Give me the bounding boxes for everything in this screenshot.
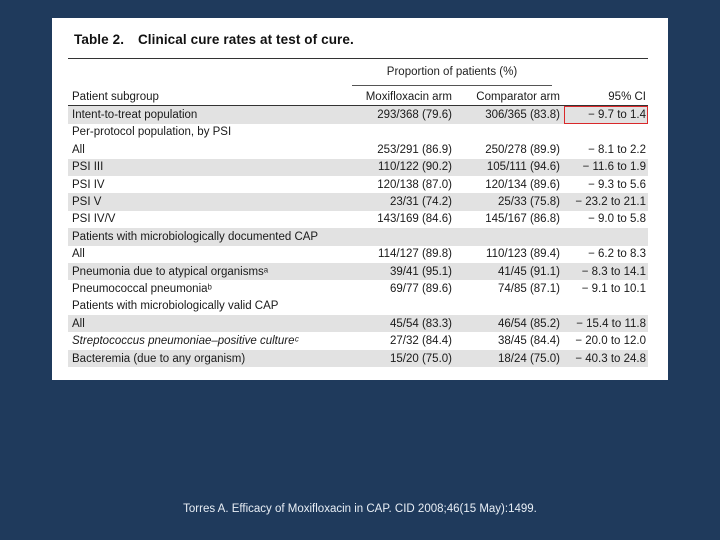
table-row: Intent-to-treat population 293/368 (79.6)… [68, 105, 648, 124]
cell-moxifloxacin: 27/32 (84.4) [389, 335, 452, 348]
cell-subgroup: PSI IV/V [72, 213, 116, 226]
cell-subgroup: All [72, 143, 85, 156]
cell-ci: − 8.1 to 2.2 [588, 143, 646, 156]
cell-ci: − 9.7 to 1.4 [564, 105, 648, 124]
table-title-text: Clinical cure rates at test of cure. [137, 32, 354, 47]
cell-ci: − 6.2 to 8.3 [588, 248, 646, 261]
cell-comparator: 120/134 (89.6) [485, 178, 560, 191]
table-title: Table 2. Clinical cure rates at test of … [74, 32, 354, 47]
cell-comparator [456, 298, 564, 315]
cell-subgroup: Pneumonia due to atypical organismsᵃ [68, 262, 348, 281]
table-row: Streptococcus pneumoniae–positive cultur… [68, 332, 648, 349]
cell-moxifloxacin: 23/31 (74.2) [348, 193, 456, 211]
cell-moxifloxacin: 15/20 (75.0) [348, 349, 456, 368]
cell-subgroup: PSI III [68, 158, 348, 176]
col-header-moxifloxacin: Moxifloxacin arm [348, 88, 456, 107]
table-row: Pneumococcal pneumoniaᵇ 69/77 (89.6) 74/85… [68, 280, 648, 297]
cell-moxifloxacin: 69/77 (89.6) [389, 282, 452, 295]
cell-comparator: 74/85 (87.1) [497, 282, 560, 295]
cell-ci [564, 298, 648, 315]
cell-comparator: 46/54 (85.2) [456, 315, 564, 333]
cell-moxifloxacin: 143/169 (84.6) [377, 213, 452, 226]
cell-moxifloxacin: 293/368 (79.6) [348, 105, 456, 124]
cell-ci [564, 124, 648, 141]
cell-moxifloxacin: 45/54 (83.3) [348, 315, 456, 333]
cell-ci: − 9.0 to 5.8 [588, 213, 646, 226]
cell-ci: − 11.6 to 1.9 [564, 158, 648, 176]
proportion-header: Proportion of patients (%) [386, 66, 518, 78]
cell-subgroup: Intent-to-treat population [68, 105, 348, 124]
cell-comparator: 105/111 (94.6) [456, 158, 564, 176]
col-header-ci: 95% CI [564, 88, 648, 107]
col-header-comparator: Comparator arm [456, 88, 564, 107]
cell-comparator: 250/278 (89.9) [485, 143, 560, 156]
table-row: PSI V 23/31 (74.2) 25/33 (75.8) − 23.2 to 2… [68, 193, 648, 211]
cell-ci: − 15.4 to 11.8 [564, 315, 648, 333]
cell-ci: − 9.3 to 5.6 [588, 178, 646, 191]
cell-ci: − 20.0 to 12.0 [575, 335, 646, 348]
cell-ci: − 40.3 to 24.8 [564, 349, 648, 368]
table-row: Pneumonia due to atypical organismsᵃ 39/4… [68, 262, 648, 281]
cell-subgroup: Per-protocol population, by PSI [72, 126, 232, 139]
cell-comparator: 110/123 (89.4) [486, 248, 560, 261]
cell-comparator: 18/24 (75.0) [456, 349, 564, 368]
cell-comparator: 306/365 (83.8) [456, 105, 564, 124]
table-row: All 45/54 (83.3) 46/54 (85.2) − 15.4 to 11.… [68, 315, 648, 333]
cell-subgroup: Patients with microbiologically valid CA… [72, 300, 279, 313]
cell-subgroup: PSI IV [72, 178, 105, 191]
cell-subgroup: Patients with microbiologically document… [68, 228, 348, 246]
cell-comparator: 145/167 (86.8) [485, 213, 560, 226]
header-row: Patient subgroup Moxifloxacin arm Compar… [68, 88, 648, 107]
cell-ci: − 9.1 to 10.1 [581, 282, 646, 295]
cell-moxifloxacin: 253/291 (86.9) [377, 143, 452, 156]
table-row: Bacteremia (due to any organism) 15/20 (7… [68, 349, 648, 368]
cell-subgroup: Pneumococcal pneumoniaᵇ [72, 282, 212, 295]
proportion-underline [352, 85, 552, 86]
cell-comparator [456, 124, 564, 141]
cure-rates-table: Patient subgroup Moxifloxacin arm Compar… [68, 88, 648, 368]
cell-comparator: 41/45 (91.1) [456, 262, 564, 281]
cell-moxifloxacin: 39/41 (95.1) [348, 262, 456, 281]
cell-comparator [456, 228, 564, 246]
cell-subgroup: All [72, 248, 85, 261]
source-citation: Torres A. Efficacy of Moxifloxacin in CA… [183, 503, 537, 515]
table-panel: Table 2. Clinical cure rates at test of … [52, 18, 668, 380]
cell-moxifloxacin: 110/122 (90.2) [348, 158, 456, 176]
cell-ci: − 8.3 to 14.1 [564, 262, 648, 281]
table-row: PSI IV/V 143/169 (84.6) 145/167 (86.8) − 9.… [68, 211, 648, 228]
cell-moxifloxacin [348, 298, 456, 315]
cell-comparator: 38/45 (84.4) [497, 335, 560, 348]
table-row: PSI IV 120/138 (87.0) 120/134 (89.6) − 9.3 … [68, 176, 648, 193]
table-row: PSI III 110/122 (90.2) 105/111 (94.6) − 11.… [68, 158, 648, 176]
cell-moxifloxacin: 120/138 (87.0) [377, 178, 452, 191]
cell-moxifloxacin [348, 124, 456, 141]
cell-subgroup: Streptococcus pneumoniae–positive cultur… [72, 335, 299, 348]
table-row: All 253/291 (86.9) 250/278 (89.9) − 8.1 to … [68, 141, 648, 158]
table-row: Patients with microbiologically document… [68, 228, 648, 246]
top-rule [68, 58, 648, 59]
table-row: Patients with microbiologically valid CA… [68, 298, 648, 315]
col-header-subgroup: Patient subgroup [68, 88, 348, 107]
cell-ci [564, 228, 648, 246]
cell-subgroup: PSI V [68, 193, 348, 211]
table-body: Intent-to-treat population 293/368 (79.6)… [68, 105, 648, 368]
table-label: Table 2. [74, 32, 125, 47]
cell-comparator: 25/33 (75.8) [456, 193, 564, 211]
cell-moxifloxacin: 114/127 (89.8) [378, 248, 452, 261]
cell-subgroup: Bacteremia (due to any organism) [68, 349, 348, 368]
cell-subgroup: All [68, 315, 348, 333]
table-row: All 114/127 (89.8) 110/123 (89.4) − 6.2 to … [68, 246, 648, 263]
cell-ci: − 23.2 to 21.1 [564, 193, 648, 211]
cell-moxifloxacin [348, 228, 456, 246]
table-row: Per-protocol population, by PSI [68, 124, 648, 141]
